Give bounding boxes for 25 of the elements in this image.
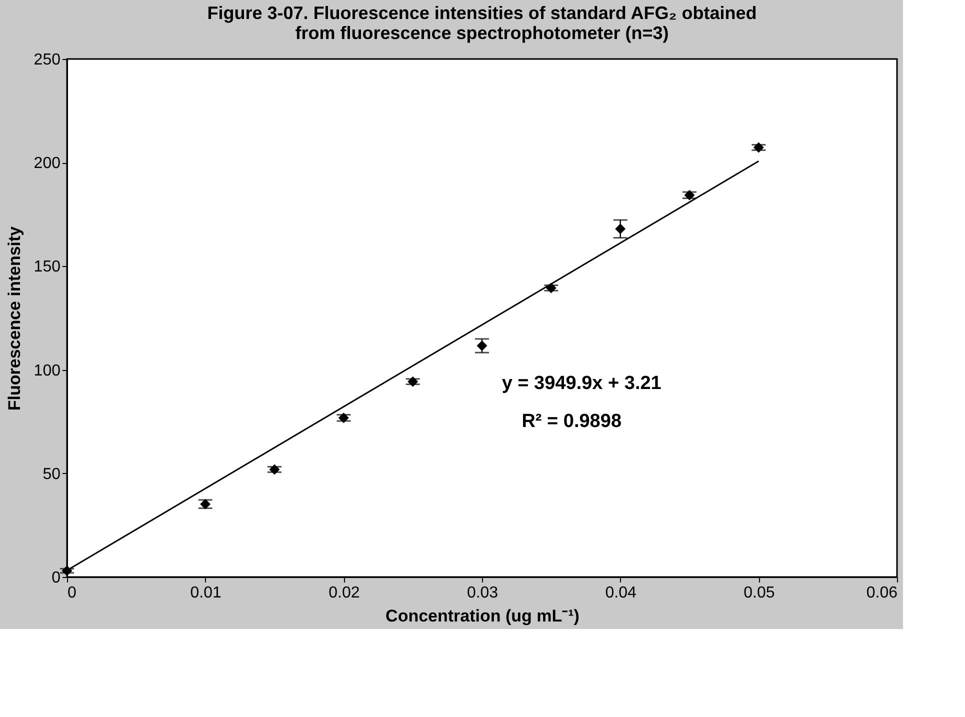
y-tick-label: 50 <box>42 466 61 483</box>
point <box>753 142 764 153</box>
x-tick-label: 0.01 <box>190 584 222 602</box>
x-tick-label: 0.04 <box>605 584 637 602</box>
y-tick-label: 250 <box>34 52 61 68</box>
x-tick-label: 0.06 <box>866 584 898 602</box>
y-tick-label: 200 <box>34 155 61 172</box>
y-tick-label: 150 <box>34 258 61 276</box>
x-tick-label: 0.05 <box>744 584 775 602</box>
x-tick-label: 0 <box>68 584 76 602</box>
point <box>408 376 418 387</box>
point <box>615 224 626 234</box>
x-axis-title: Concentration (ug mL⁻¹) <box>386 606 580 626</box>
x-tick-label: 0.03 <box>466 584 498 602</box>
annotation: y = 3949.9x + 3.21 <box>502 372 662 394</box>
y-tick-label: 100 <box>34 362 61 380</box>
y-tick-label: 0 <box>52 570 61 586</box>
y-axis-title: Fluorescence intensity <box>4 226 24 411</box>
x-tick-label: 0.02 <box>328 584 360 602</box>
point <box>62 566 72 576</box>
annotation: R² = 0.9898 <box>522 410 622 432</box>
point <box>476 340 488 352</box>
chart-title: Figure 3-07. Fluorescence intensities of standard AFG₂ obtained from fluorescence spectrophotometer (n=3) <box>207 3 757 43</box>
point <box>546 282 556 294</box>
point <box>269 464 280 475</box>
